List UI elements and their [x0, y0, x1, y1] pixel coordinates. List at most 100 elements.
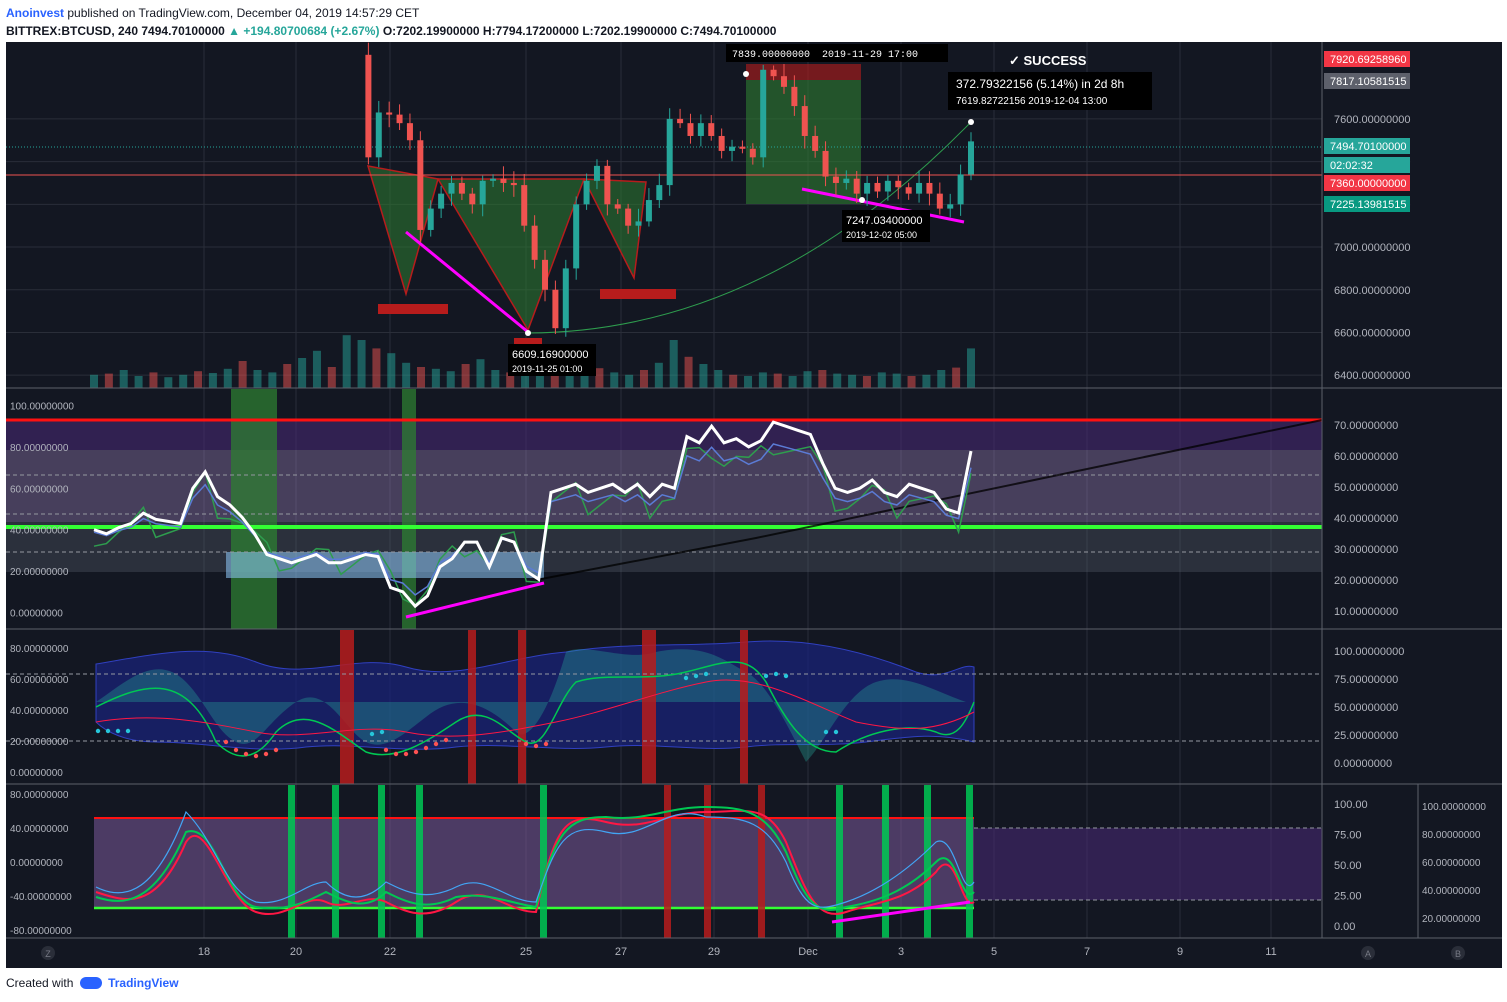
tradingview-chart[interactable]: 7839.00000000 2019-11-29 17:00 ✓ SUCCESS…: [6, 42, 1502, 968]
stoch-signal-bar: [332, 785, 339, 938]
stoch-signal-bar: [836, 785, 843, 938]
volume-bar: [238, 361, 247, 388]
price-pane[interactable]: 7839.00000000 2019-11-29 17:00 ✓ SUCCESS…: [6, 42, 1410, 388]
x-tick-label: 5: [991, 946, 997, 958]
candle-body: [656, 185, 663, 201]
candle-body: [843, 178, 850, 183]
high-marker: [743, 71, 749, 77]
volume-bar: [610, 372, 619, 388]
overbought-band: [6, 420, 1322, 450]
stoch-left-tick: -40.00000000: [10, 892, 72, 903]
candle-body: [406, 123, 413, 141]
osc1-right-tick: 70.00000000: [1334, 420, 1398, 432]
candle-body: [697, 123, 704, 136]
candle-body: [625, 208, 632, 226]
band-fill-teal: [96, 649, 966, 762]
osc2-dot: [533, 743, 539, 749]
price-tick-label: 6800.00000000: [1334, 285, 1410, 297]
annotation-7247-date: 2019-12-02 05:00: [846, 230, 917, 240]
volume-bar: [818, 370, 827, 388]
candle-body: [427, 208, 434, 230]
osc2-red-bar: [340, 630, 354, 784]
osc2-dot: [683, 675, 689, 681]
pattern-triangle-head: [436, 178, 586, 332]
time-axis[interactable]: 18 20 22 25 27 29 Dec 3 5 7 9 11: [6, 937, 1502, 958]
osc1-main-line: [93, 420, 973, 609]
stoch-left-tick: -80.00000000: [10, 926, 72, 937]
osc2-dot: [433, 741, 439, 747]
stoch-right2-tick: 60.00000000: [1422, 858, 1481, 869]
volume-bar: [119, 370, 128, 388]
author-link[interactable]: Anoinvest: [6, 6, 65, 20]
svg-text:✓ SUCCESS: ✓ SUCCESS: [1009, 53, 1087, 68]
candle-body: [645, 200, 652, 222]
osc1-right-tick: 30.00000000: [1334, 544, 1398, 556]
candle-body: [583, 180, 590, 205]
candle-body: [666, 118, 673, 186]
osc2-dot: [379, 729, 385, 735]
volume-bar: [521, 373, 530, 388]
price-label-box: [1324, 175, 1410, 191]
divergence-line-price: [405, 230, 529, 334]
divergence-line-stoch: [831, 900, 971, 924]
candle-body: [614, 204, 621, 209]
osc2-dot: [125, 728, 131, 734]
osc2-red-bar: [518, 630, 526, 784]
volume-bar: [580, 371, 589, 388]
stoch-right2-tick: 100.00000000: [1422, 802, 1486, 813]
svg-text:A: A: [1365, 949, 1371, 959]
volume-bar: [164, 377, 173, 388]
zoom-button[interactable]: [41, 946, 55, 960]
osc2-dot: [833, 729, 839, 735]
volume-bar: [714, 370, 723, 388]
candle-body: [469, 193, 476, 205]
stoch-signal-bar: [416, 785, 423, 938]
stoch-axis[interactable]: -80.00000000 -40.00000000 0.00000000 40.000…: [10, 790, 1486, 937]
candle-body: [573, 204, 580, 269]
volume-bar: [535, 365, 544, 388]
osc2-dot: [403, 751, 409, 757]
annotation-success: ✓ SUCCESS: [1009, 53, 1087, 68]
candle-body: [552, 289, 559, 329]
volume-bar: [431, 368, 440, 388]
scale-b-button[interactable]: [1451, 946, 1465, 960]
volume-bar: [967, 348, 975, 388]
highlight-column-1: [231, 389, 277, 629]
osc1-axis[interactable]: 0.00000000 20.00000000 40.00000000 60.00000…: [10, 402, 1398, 620]
auto-scale-button[interactable]: [1361, 946, 1375, 960]
volume-bars: [90, 335, 975, 388]
oscillator-pane-1[interactable]: 0.00000000 20.00000000 40.00000000 60.00000…: [6, 389, 1398, 629]
tradingview-link[interactable]: TradingView: [108, 976, 179, 990]
last-price: 7494.70100000: [141, 24, 225, 38]
price-label-box: [1324, 51, 1410, 67]
osc2-axis[interactable]: 0.00000000 20.00000000 40.00000000 60.00000…: [10, 644, 1404, 779]
svg-text:Z: Z: [45, 949, 51, 959]
osc2-line-red: [95, 679, 975, 737]
osc1-signal-green: [93, 444, 972, 607]
osc2-dot: [823, 729, 829, 735]
candle-body: [375, 112, 382, 158]
volume-bar: [744, 376, 753, 388]
osc2-dot: [523, 741, 529, 747]
osc2-dots: [95, 671, 839, 759]
volume-bar: [952, 367, 961, 388]
stoch-right2-tick: 40.00000000: [1422, 886, 1481, 897]
support-box-left: [378, 304, 448, 314]
stoch-left-tick: 80.00000000: [10, 790, 69, 801]
price-label-text: 7920.69258960: [1330, 54, 1406, 66]
stoch-left-tick: 0.00000000: [10, 858, 63, 869]
osc1-left-tick: 80.00000000: [10, 443, 69, 454]
stoch-right2-tick: 80.00000000: [1422, 830, 1481, 841]
price-tick-label: 7600.00000000: [1334, 114, 1410, 126]
volume-bar: [639, 370, 648, 388]
volume-bar: [937, 370, 946, 388]
volume-bar: [848, 374, 857, 388]
volume-bar: [476, 359, 485, 388]
osc2-red-bar: [740, 630, 748, 784]
annotation-7839-value: 7839.00000000: [732, 50, 810, 61]
oscillator-pane-3[interactable]: -80.00000000 -40.00000000 0.00000000 40.000…: [10, 785, 1486, 938]
volume-bar: [773, 373, 782, 388]
support-box-head: [514, 338, 542, 346]
annotation-6609-date: 2019-11-25 01:00: [512, 364, 582, 374]
oscillator-pane-2[interactable]: 0.00000000 20.00000000 40.00000000 60.00000…: [6, 630, 1404, 784]
